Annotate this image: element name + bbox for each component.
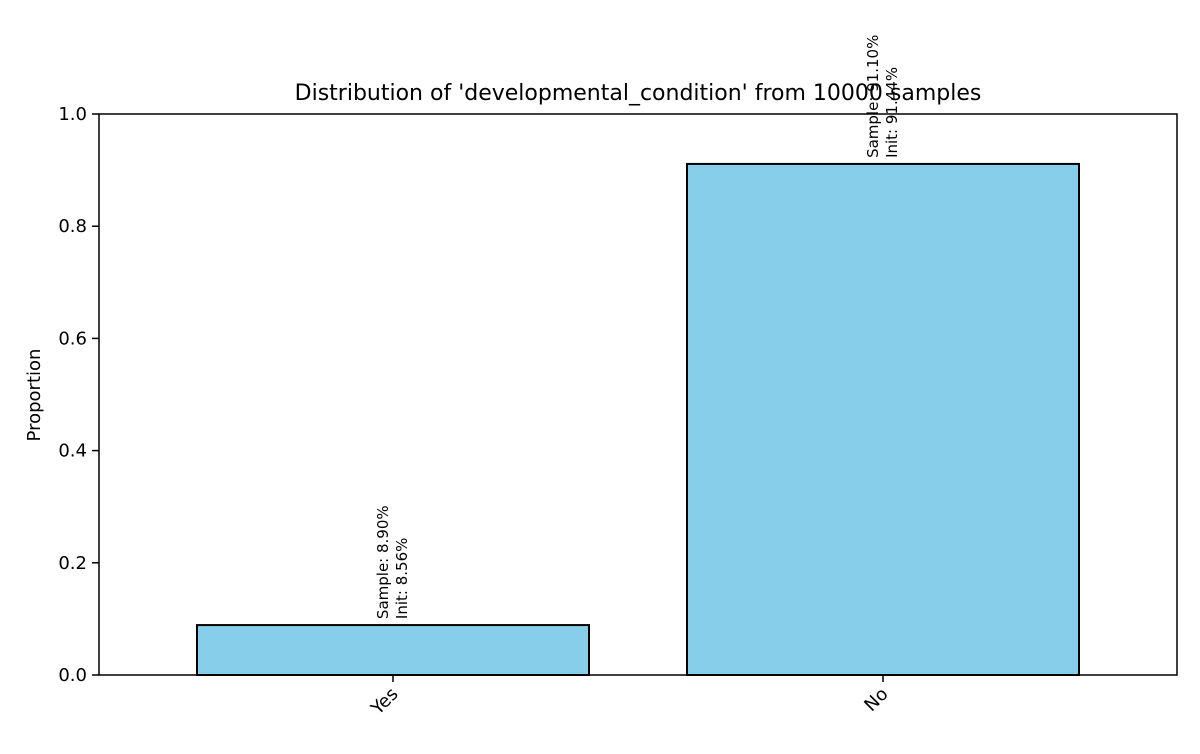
- bar-annotation-yes: Sample: 8.90% Init: 8.56%: [374, 505, 411, 619]
- y-axis-label: Proportion: [24, 349, 45, 442]
- y-tick-label: 0.0: [58, 665, 87, 686]
- y-tick-label: 0.6: [58, 328, 87, 349]
- bar-annotation-no: Sample: 91.10% Init: 91.44%: [864, 35, 901, 158]
- y-tick-label: 0.8: [58, 216, 87, 237]
- chart-title: Distribution of 'developmental_condition…: [295, 81, 982, 106]
- y-tick-label: 0.2: [58, 553, 87, 574]
- annotation-sample-label: Sample: 91.10%: [864, 35, 882, 158]
- y-tick-label: 0.4: [58, 441, 87, 462]
- annotation-sample-label: Sample: 8.90%: [374, 505, 392, 619]
- y-tick-label: 1.0: [58, 104, 87, 125]
- annotation-init-label: Init: 8.56%: [393, 538, 411, 619]
- annotation-init-label: Init: 91.44%: [883, 67, 901, 158]
- bar-yes: [196, 624, 590, 676]
- bar-no: [686, 162, 1080, 677]
- axes-frame: [98, 113, 1178, 676]
